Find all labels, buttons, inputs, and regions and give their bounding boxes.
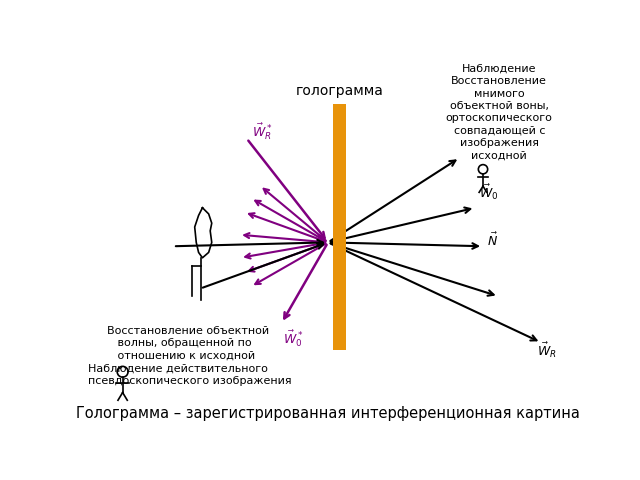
Text: голограмма: голограмма	[296, 84, 383, 97]
Text: Восстановление объектной
   волны, обращенной по
   отношению к исходной: Восстановление объектной волны, обращенн…	[107, 325, 269, 360]
Text: Голограмма – зарегистрированная интерференционная картина: Голограмма – зарегистрированная интерфер…	[76, 406, 580, 421]
Text: $\vec{W}^*_R$: $\vec{W}^*_R$	[252, 121, 273, 142]
Text: $\vec{W}_R$: $\vec{W}_R$	[537, 341, 557, 360]
Text: $\vec{W}_0$: $\vec{W}_0$	[479, 183, 499, 203]
Text: $\vec{W}^*_0$: $\vec{W}^*_0$	[283, 329, 303, 349]
Text: $\vec{N}$: $\vec{N}$	[487, 232, 498, 250]
Bar	[333, 104, 346, 350]
Text: Наблюдение действительного
псевдоскопического изображения: Наблюдение действительного псевдоскопиче…	[88, 364, 291, 386]
Text: Наблюдение
Восстановление
мнимого
объектной воны,
ортоскопического
совпадающей с: Наблюдение Восстановление мнимого объект…	[446, 64, 553, 161]
